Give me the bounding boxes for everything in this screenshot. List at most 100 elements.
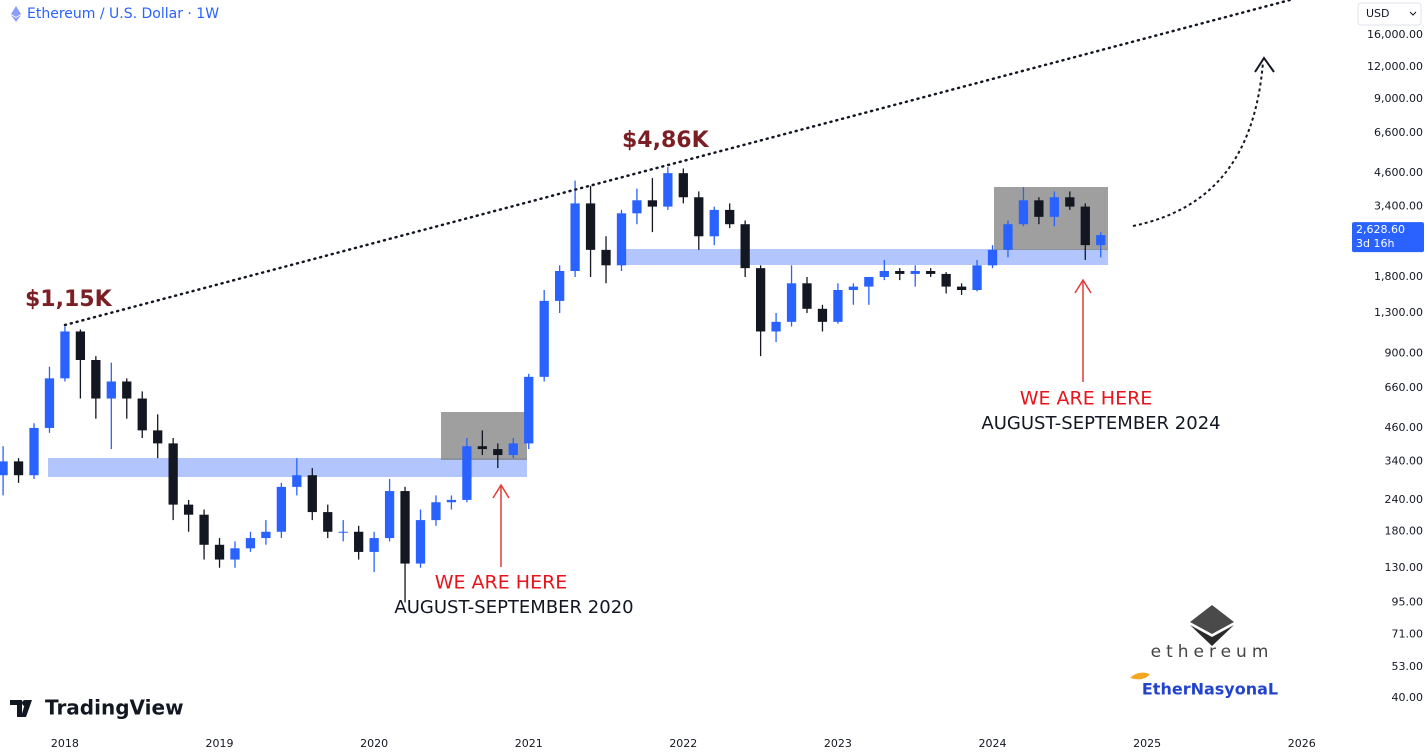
annotation: AUGUST-SEPTEMBER 2024 bbox=[981, 413, 1220, 434]
candle-body bbox=[261, 531, 271, 539]
y-tick-label: 12,000.00 bbox=[1367, 60, 1423, 73]
candle-body bbox=[462, 446, 472, 500]
candle-body bbox=[415, 520, 426, 564]
candle-body bbox=[44, 378, 55, 428]
candle-body bbox=[1065, 197, 1075, 207]
brand-logo bbox=[22, 700, 28, 706]
candle-body bbox=[616, 213, 627, 266]
x-tick-label: 2020 bbox=[360, 737, 388, 750]
y-tick-label: 3,400.00 bbox=[1374, 200, 1423, 213]
y-tick-label: 40.00 bbox=[1392, 691, 1424, 704]
candle-body bbox=[323, 512, 333, 532]
x-tick-label: 2021 bbox=[515, 737, 543, 750]
y-tick-label: 9,000.00 bbox=[1374, 92, 1423, 105]
candle-body bbox=[941, 273, 951, 287]
candle-body bbox=[926, 270, 936, 274]
x-tick-label: 2026 bbox=[1288, 737, 1316, 750]
candle-body bbox=[75, 331, 86, 360]
annotation: WE ARE HERE bbox=[435, 572, 568, 594]
candle-body bbox=[694, 197, 704, 237]
annotation: $1,15K bbox=[25, 287, 113, 312]
candle-body bbox=[802, 283, 812, 309]
watermark-text: ethereum bbox=[1151, 642, 1274, 662]
candle-body bbox=[1034, 200, 1044, 217]
candle-body bbox=[477, 446, 487, 450]
x-tick-label: 2024 bbox=[979, 737, 1007, 750]
candle-body bbox=[1049, 197, 1059, 217]
candle-body bbox=[1018, 200, 1029, 225]
candle-body bbox=[168, 443, 178, 505]
candle-body bbox=[137, 398, 147, 431]
eth-icon bbox=[11, 6, 21, 22]
y-tick-label: 1,800.00 bbox=[1374, 270, 1423, 283]
candle-body bbox=[91, 359, 101, 399]
candle-body bbox=[755, 268, 766, 332]
countdown-label: 3d 16h bbox=[1356, 237, 1394, 250]
candle-body bbox=[230, 548, 240, 560]
candle-body bbox=[956, 286, 967, 291]
x-tick-label: 2018 bbox=[51, 737, 79, 750]
candle-body bbox=[740, 224, 750, 269]
annotation: AUGUST-SEPTEMBER 2020 bbox=[394, 597, 633, 618]
y-tick-label: 4,600.00 bbox=[1374, 166, 1423, 179]
candle-body bbox=[245, 538, 256, 549]
candle-body bbox=[848, 286, 859, 291]
y-tick-label: 130.00 bbox=[1385, 561, 1424, 574]
annotation: WE ARE HERE bbox=[1020, 388, 1153, 410]
candle-body bbox=[369, 538, 379, 552]
candle-body bbox=[508, 443, 518, 456]
y-tick-label: 71.00 bbox=[1392, 628, 1424, 641]
candle-body bbox=[354, 531, 364, 552]
candle-body bbox=[199, 514, 209, 545]
candle-body bbox=[1003, 224, 1013, 250]
candle-body bbox=[709, 209, 719, 237]
candle-body bbox=[632, 200, 642, 214]
annotation: $4,86K bbox=[622, 128, 710, 153]
trend-line bbox=[63, 0, 1292, 327]
candle-body bbox=[276, 486, 287, 532]
candle-body bbox=[1096, 235, 1106, 246]
y-tick-label: 1,300.00 bbox=[1374, 306, 1423, 319]
candle-body bbox=[663, 173, 673, 207]
x-tick-label: 2025 bbox=[1133, 737, 1161, 750]
support-zone bbox=[618, 249, 1108, 265]
y-tick-label: 340.00 bbox=[1385, 454, 1424, 467]
candle-body bbox=[214, 544, 225, 560]
x-tick-label: 2023 bbox=[824, 737, 852, 750]
candle-body bbox=[817, 308, 828, 322]
candle-body bbox=[1080, 206, 1090, 246]
candle-body bbox=[771, 321, 781, 332]
currency-select[interactable] bbox=[1357, 2, 1422, 26]
candle-body bbox=[183, 504, 194, 515]
arrow-head bbox=[1254, 56, 1275, 73]
candle-body bbox=[910, 270, 920, 274]
candle-body bbox=[987, 249, 998, 266]
watermark-handle: EtherNasyonaL bbox=[1142, 680, 1278, 699]
y-tick-label: 95.00 bbox=[1392, 595, 1424, 608]
dropdown-icon bbox=[1409, 11, 1417, 16]
candle-body bbox=[29, 427, 39, 476]
candle-body bbox=[864, 276, 874, 287]
currency-label: USD bbox=[1366, 7, 1390, 20]
candle-body bbox=[524, 376, 534, 444]
candle-body bbox=[833, 290, 843, 322]
candle-body bbox=[446, 499, 457, 503]
projection-arrow bbox=[1132, 61, 1264, 227]
y-tick-label: 900.00 bbox=[1385, 347, 1424, 360]
candle-body bbox=[678, 173, 688, 198]
candle-body bbox=[725, 209, 735, 225]
eth-logo bbox=[1190, 605, 1234, 634]
candle-body bbox=[493, 449, 503, 456]
candle-body bbox=[292, 475, 302, 487]
eth-logo bbox=[1190, 625, 1234, 646]
candle-body bbox=[13, 461, 24, 476]
candle-body bbox=[0, 461, 8, 476]
brand-name: TradingView bbox=[45, 696, 184, 720]
candle-body bbox=[786, 283, 797, 322]
candle-body bbox=[384, 491, 395, 539]
candle-body bbox=[122, 381, 132, 399]
x-tick-label: 2022 bbox=[669, 737, 697, 750]
candle-body bbox=[106, 381, 116, 399]
